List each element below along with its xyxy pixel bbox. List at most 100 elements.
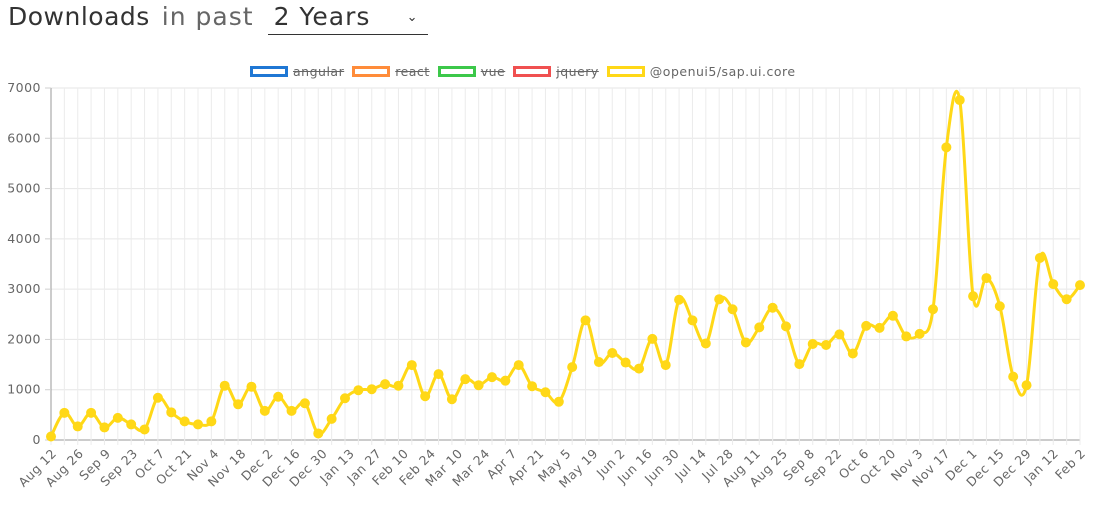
legend-swatch-jquery: [513, 65, 552, 77]
legend-label-angular: angular: [293, 63, 345, 79]
legend-item-react[interactable]: react: [352, 64, 430, 79]
data-point[interactable]: [179, 416, 190, 427]
data-point[interactable]: [46, 431, 56, 442]
data-point[interactable]: [874, 322, 885, 333]
data-point[interactable]: [313, 428, 324, 439]
data-point[interactable]: [460, 374, 471, 385]
period-select-value: 2 Years: [273, 2, 371, 31]
data-point[interactable]: [847, 348, 858, 359]
data-point[interactable]: [500, 375, 511, 386]
data-point[interactable]: [928, 304, 938, 315]
data-point[interactable]: [166, 407, 177, 418]
data-point[interactable]: [968, 291, 979, 302]
data-point[interactable]: [152, 392, 163, 403]
data-point[interactable]: [540, 387, 551, 398]
data-point[interactable]: [193, 419, 203, 430]
y-tick-label: 0: [33, 432, 41, 447]
legend-item-openui5[interactable]: @openui5/sap.ui.core: [606, 64, 796, 79]
data-point[interactable]: [914, 328, 925, 339]
data-point[interactable]: [727, 304, 738, 315]
data-point[interactable]: [954, 95, 965, 106]
data-point[interactable]: [446, 394, 457, 405]
data-point[interactable]: [1021, 380, 1032, 391]
data-point[interactable]: [380, 379, 391, 390]
data-point[interactable]: [206, 416, 217, 427]
legend-item-vue[interactable]: vue: [437, 64, 506, 79]
data-point[interactable]: [72, 421, 83, 432]
y-tick-label: 5000: [7, 181, 41, 196]
data-point[interactable]: [593, 357, 604, 368]
data-point[interactable]: [86, 407, 97, 418]
data-point[interactable]: [700, 338, 711, 349]
data-point[interactable]: [634, 363, 644, 374]
data-point[interactable]: [326, 413, 337, 424]
data-point[interactable]: [901, 331, 912, 342]
data-point[interactable]: [580, 315, 591, 326]
legend-swatch-react: [352, 65, 391, 77]
data-point[interactable]: [754, 322, 765, 333]
data-point[interactable]: [406, 360, 417, 371]
data-point[interactable]: [99, 422, 110, 433]
data-point[interactable]: [674, 294, 685, 305]
data-point[interactable]: [299, 398, 310, 409]
legend-swatch-vue: [437, 65, 476, 77]
data-point[interactable]: [112, 412, 123, 423]
data-point[interactable]: [273, 391, 284, 402]
data-point[interactable]: [781, 321, 791, 332]
legend-swatch-openui5: [606, 65, 645, 77]
data-point[interactable]: [139, 424, 150, 435]
legend-label-react: react: [395, 63, 430, 79]
data-point[interactable]: [1048, 279, 1059, 290]
data-point[interactable]: [487, 372, 497, 383]
data-point[interactable]: [420, 391, 431, 402]
data-point[interactable]: [807, 338, 818, 349]
x-tick-label: Feb 2: [1052, 446, 1088, 482]
data-point[interactable]: [821, 339, 832, 350]
data-point[interactable]: [660, 360, 671, 371]
y-tick-label: 6000: [7, 130, 41, 145]
data-point[interactable]: [647, 333, 658, 344]
data-point[interactable]: [1061, 294, 1072, 305]
data-point[interactable]: [567, 362, 578, 373]
data-point[interactable]: [887, 310, 898, 321]
y-axis: 0 1000 2000 3000 4000 5000 6000 7000: [7, 80, 51, 447]
y-tick-label: 3000: [7, 281, 41, 296]
data-point[interactable]: [1008, 371, 1019, 382]
data-point[interactable]: [527, 381, 538, 392]
data-point[interactable]: [433, 369, 444, 380]
data-point[interactable]: [246, 381, 257, 392]
data-point[interactable]: [861, 320, 872, 331]
data-point[interactable]: [1034, 252, 1045, 263]
data-point[interactable]: [1075, 280, 1085, 291]
data-point[interactable]: [740, 337, 751, 348]
legend-item-angular[interactable]: angular: [250, 64, 344, 79]
data-point[interactable]: [687, 315, 698, 326]
chart-legend: angular react vue jquery @openui5/sap.ui…: [250, 62, 804, 80]
data-point[interactable]: [393, 380, 404, 391]
data-point[interactable]: [366, 384, 377, 395]
legend-swatch-angular: [250, 65, 288, 77]
data-point[interactable]: [219, 380, 230, 391]
data-point[interactable]: [513, 360, 524, 371]
data-point[interactable]: [767, 302, 778, 313]
data-point[interactable]: [259, 405, 270, 416]
data-point[interactable]: [994, 301, 1005, 312]
legend-item-jquery[interactable]: jquery: [513, 64, 599, 79]
data-point[interactable]: [340, 393, 350, 404]
data-point[interactable]: [286, 405, 297, 416]
data-point[interactable]: [620, 357, 631, 368]
data-point[interactable]: [834, 329, 845, 340]
data-point[interactable]: [353, 385, 364, 396]
data-point[interactable]: [59, 407, 70, 418]
data-point[interactable]: [714, 294, 725, 305]
series-openui5: [46, 89, 1085, 442]
data-point[interactable]: [941, 142, 952, 153]
data-point[interactable]: [126, 419, 137, 430]
data-point[interactable]: [607, 348, 618, 359]
data-point[interactable]: [473, 380, 484, 391]
data-point[interactable]: [233, 399, 244, 410]
data-point[interactable]: [981, 273, 992, 284]
period-select[interactable]: 2 Years ⌄: [267, 2, 428, 35]
data-point[interactable]: [794, 359, 805, 370]
data-point[interactable]: [553, 396, 564, 407]
